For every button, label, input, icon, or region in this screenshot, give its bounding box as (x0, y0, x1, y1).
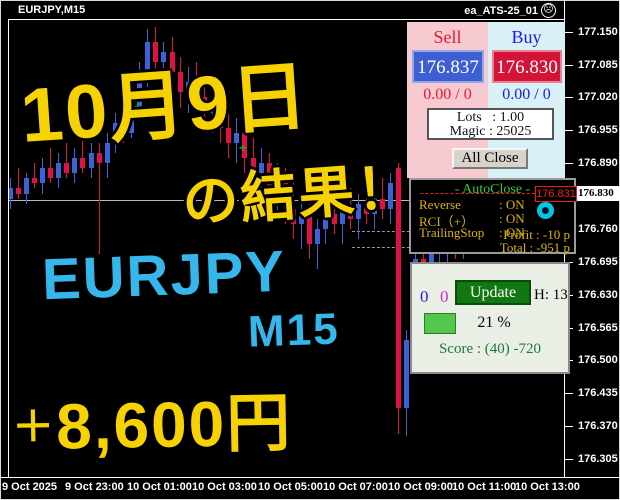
ea-smiley-icon[interactable]: ☹ (541, 3, 556, 18)
candle-wick (41, 158, 43, 194)
candle-body (15, 188, 21, 194)
candle-wick (17, 168, 19, 199)
ask-dashed-line (420, 193, 535, 194)
time-label: 10 Oct 03:00 (192, 481, 257, 493)
sell-price-button[interactable]: 176.837 (412, 50, 484, 83)
candle-body (39, 168, 45, 184)
price-label: 176.890 (578, 157, 618, 169)
score-label: Score : (40) -720 (438, 341, 542, 357)
candle-body (64, 163, 70, 174)
sell-stats: 0.00 / 0 (423, 86, 472, 103)
candle-body (31, 178, 37, 184)
price-tick (564, 97, 573, 98)
time-label: 10 Oct 05:00 (258, 481, 323, 493)
overlay-result-text: の結果！ (180, 154, 417, 235)
price-tick (564, 459, 573, 460)
overlay-symbol-text: EURJPY (40, 238, 288, 313)
price-label: 177.150 (578, 26, 618, 38)
price-tick (564, 32, 573, 33)
price-tick (564, 393, 573, 394)
candle-wick (406, 330, 408, 437)
price-label: 176.370 (578, 420, 618, 432)
current-price-label: 176.830 (565, 186, 620, 201)
time-label: 10 Oct 01:00 (127, 481, 192, 493)
all-close-button[interactable]: All Close (452, 148, 528, 169)
overlay-timeframe-text: M15 (247, 304, 341, 357)
time-label: 9 Oct 23:00 (65, 481, 124, 493)
candle-wick (9, 178, 11, 209)
overlay-profit-plus: ＋ (11, 402, 57, 451)
h-counter: H: 13 (534, 287, 568, 303)
chart-frame-left (8, 19, 9, 477)
price-tick (564, 130, 573, 131)
price-label: 177.020 (578, 91, 618, 103)
price-label: 176.305 (578, 453, 618, 465)
autoclose-total: Total : -951 p (499, 240, 570, 255)
overlay-profit-text: ＋8,600円 (11, 372, 293, 469)
price-label: 176.695 (578, 256, 618, 268)
update-panel: 0 0 Update H: 13 21 % Score : (40) -720 (410, 262, 570, 374)
lots-line: Lots : 1.00 (456, 110, 525, 125)
time-label: 10 Oct 07:00 (323, 481, 388, 493)
autoclose-row-reverse: Reverse (419, 197, 461, 212)
candle-body (404, 340, 410, 409)
progress-percent: 21 % (477, 314, 511, 331)
overlay-date-text: 10月9日 (17, 54, 312, 159)
time-label: 10 Oct 09:00 (388, 481, 453, 493)
lots-magic-box: Lots : 1.00 Magic : 25025 (427, 108, 554, 140)
chart-frame-bottom (0, 477, 620, 478)
price-label: 176.435 (578, 387, 618, 399)
time-label: 10 Oct 11:00 (452, 481, 517, 493)
time-label: 10 Oct 13:00 (515, 481, 580, 493)
candle-body (48, 168, 53, 179)
count-blue: 0 (420, 287, 429, 306)
sell-label: Sell (433, 27, 462, 47)
overlay-profit-amount: 8,600円 (55, 386, 293, 463)
autoclose-row-rci: RCI（+） (419, 214, 475, 229)
buy-stats: 0.00 / 0 (502, 86, 551, 103)
ask-price-tag: 176.831 (535, 186, 577, 202)
price-tick (564, 163, 573, 164)
candle-body (56, 163, 62, 179)
buy-label: Buy (511, 27, 542, 47)
candle-wick (98, 142, 100, 255)
price-label: 176.630 (578, 289, 618, 301)
candle-wick (33, 163, 35, 189)
time-label: 9 Oct 2025 (2, 481, 58, 493)
price-label: 176.760 (578, 223, 618, 235)
price-label: 176.500 (578, 354, 618, 366)
candle-body (315, 228, 321, 245)
ea-status-ring-icon (537, 202, 554, 219)
trade-panel: Sell Buy 176.837 176.830 0.00 / 0 0.00 /… (407, 22, 565, 178)
price-label: 177.085 (578, 59, 618, 71)
autoclose-value-rci: : ON (499, 211, 525, 226)
ea-name-text: ea_ATS-25_01 (464, 4, 538, 17)
autoclose-row-trailingstop: TrailingStop (419, 225, 485, 240)
price-label: 176.955 (578, 124, 618, 136)
price-tick (564, 426, 573, 427)
autoclose-value-trailingstop: : ON (499, 225, 525, 240)
buy-price-button[interactable]: 176.830 (492, 50, 562, 83)
price-tick (564, 65, 573, 66)
magic-line: Magic : 25025 (449, 124, 532, 139)
chart-title: EURJPY,M15 (18, 4, 86, 16)
ea-name-label: ea_ATS-25_01 ☹ (464, 3, 556, 18)
candle-wick (25, 173, 27, 204)
count-magenta: 0 (440, 287, 449, 306)
update-button[interactable]: Update (455, 280, 531, 305)
autoclose-profit: Profit : -10 p (503, 227, 570, 242)
price-label: 176.565 (578, 322, 618, 334)
progress-bar (424, 313, 456, 334)
chart-frame-top (8, 19, 564, 20)
candle-body (23, 178, 29, 194)
